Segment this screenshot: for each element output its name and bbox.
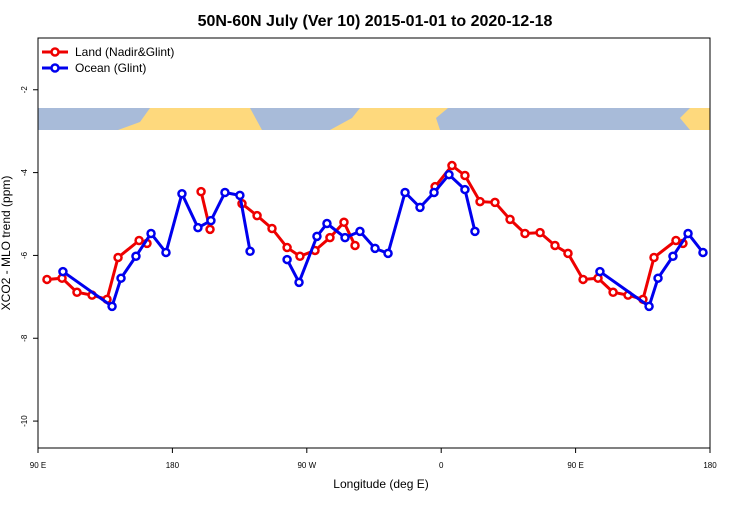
point xyxy=(116,273,126,283)
x-tick-label: 90 E xyxy=(567,461,583,470)
point xyxy=(370,243,380,254)
legend-marker xyxy=(50,63,60,73)
point xyxy=(58,266,68,277)
point xyxy=(505,214,515,225)
x-tick-label: 180 xyxy=(703,461,717,470)
point xyxy=(649,252,659,263)
point xyxy=(161,247,171,258)
point xyxy=(131,251,141,262)
point xyxy=(415,202,425,213)
point xyxy=(535,227,545,238)
point xyxy=(312,231,322,242)
point xyxy=(134,235,144,246)
legend-marker xyxy=(50,47,60,57)
point xyxy=(595,266,605,277)
point xyxy=(460,184,470,195)
point xyxy=(460,170,470,181)
point xyxy=(668,251,678,262)
point xyxy=(550,240,560,251)
y-tick-label: -6 xyxy=(20,251,29,259)
point xyxy=(490,197,500,208)
point xyxy=(400,187,410,198)
point xyxy=(282,254,292,265)
point xyxy=(698,247,708,258)
point xyxy=(350,240,360,251)
point xyxy=(563,248,573,259)
point xyxy=(383,248,393,259)
map-strip xyxy=(38,108,710,130)
point xyxy=(644,301,654,312)
point xyxy=(429,187,439,198)
point xyxy=(475,196,485,207)
point xyxy=(325,232,335,243)
legend-label: Land (Nadir&Glint) xyxy=(75,45,174,59)
y-tick-label: -10 xyxy=(20,415,29,427)
point xyxy=(295,251,305,262)
y-tick-label: -4 xyxy=(20,168,29,176)
y-tick-label: -8 xyxy=(20,334,29,342)
point xyxy=(282,242,292,253)
point xyxy=(205,224,215,235)
point xyxy=(294,277,304,288)
point xyxy=(206,215,216,226)
point xyxy=(196,186,206,197)
point xyxy=(220,187,230,198)
x-tick-label: 90 E xyxy=(30,461,46,470)
point xyxy=(683,228,693,239)
point xyxy=(42,274,52,285)
point xyxy=(252,210,262,221)
chart-title: 50N-60N July (Ver 10) 2015-01-01 to 2020… xyxy=(198,13,553,30)
point xyxy=(113,252,123,263)
point xyxy=(193,222,203,233)
x-tick-label: 0 xyxy=(439,461,444,470)
point xyxy=(653,273,663,283)
point xyxy=(72,287,82,298)
legend-label: Ocean (Glint) xyxy=(75,61,146,75)
point xyxy=(267,223,277,234)
point xyxy=(107,301,117,312)
x-axis-label: Longitude (deg E) xyxy=(333,477,428,491)
point xyxy=(520,228,530,239)
point xyxy=(146,228,156,239)
plot-frame xyxy=(37,37,711,449)
point xyxy=(444,169,454,180)
point xyxy=(355,226,365,237)
y-axis-label: XCO2 - MLO trend (ppm) xyxy=(0,176,13,311)
point xyxy=(245,246,255,257)
point xyxy=(235,190,245,201)
point xyxy=(470,226,480,237)
point xyxy=(322,218,332,229)
x-tick-label: 90 W xyxy=(297,461,316,470)
point xyxy=(608,287,618,298)
x-tick-label: 180 xyxy=(166,461,180,470)
point xyxy=(340,232,350,243)
point xyxy=(447,160,457,171)
point xyxy=(578,274,588,285)
y-tick-label: -2 xyxy=(20,86,29,94)
point xyxy=(339,217,349,228)
point xyxy=(177,188,187,199)
